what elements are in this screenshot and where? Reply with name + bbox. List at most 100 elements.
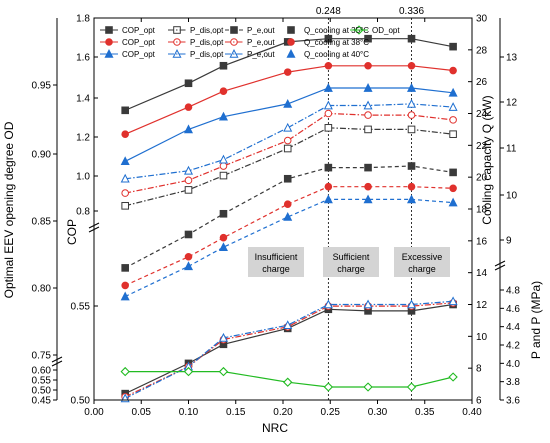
axis-break <box>494 260 506 271</box>
od-tick-label: 0.85 <box>32 217 52 228</box>
cooling-tick-label: 20 <box>476 173 488 184</box>
legend-label: P_dis,opt <box>190 26 224 35</box>
legend-label: COP_opt <box>122 26 156 35</box>
data-point-cop40 <box>448 87 458 97</box>
data-point-cop35 <box>121 106 129 115</box>
cooling-tick-label: 30 <box>476 14 488 25</box>
cooling-tick-label: 12 <box>476 300 488 311</box>
x-tick-label: 0.10 <box>179 407 199 418</box>
data-point-pdis40 <box>183 165 194 175</box>
x-tick-label: 0.40 <box>462 407 482 418</box>
legend-marker <box>286 49 296 58</box>
data-point-od <box>448 372 458 382</box>
data-point-cop35 <box>364 34 372 43</box>
data-point-pe40 <box>120 291 130 301</box>
data-point-pdis35 <box>121 202 129 210</box>
x-tick-label: 0.05 <box>132 407 152 418</box>
data-point-pe38 <box>324 182 333 191</box>
data-point-cop38 <box>324 61 333 70</box>
data-point-pe40 <box>448 197 458 207</box>
cop-tick-label: 1.0 <box>76 172 90 183</box>
data-point-pe40 <box>283 211 293 221</box>
series-line-cop38 <box>124 65 454 135</box>
x-axis-title: NRC <box>262 421 288 435</box>
data-point-pdis40 <box>363 100 373 110</box>
od-tick-label: 0.90 <box>32 150 52 161</box>
data-point-cop40 <box>120 156 130 166</box>
data-point-pdis40 <box>120 173 130 183</box>
pressure-tick-label: 4.0 <box>506 359 520 370</box>
vertical-marker-label: 0.248 <box>316 6 341 17</box>
legend-label: COP_opt <box>122 50 156 59</box>
data-point-pe40 <box>363 194 373 204</box>
legend-label: Q_cooling at 38°C <box>304 38 369 47</box>
vertical-marker-label: 0.336 <box>399 6 424 17</box>
data-point-pe38 <box>121 281 129 290</box>
pressure-tick-label: 4.6 <box>506 304 520 315</box>
data-point-pe40 <box>218 242 228 251</box>
data-point-pe35 <box>364 163 372 172</box>
data-point-pe38 <box>184 252 193 261</box>
x-tick-label: 0.15 <box>226 407 246 418</box>
cooling-tick-label: 26 <box>476 77 488 88</box>
data-point-pe35 <box>449 168 457 177</box>
pressure-tick-label: 4.2 <box>506 341 520 352</box>
pressure-tick-label: 12 <box>506 98 518 109</box>
od-tick-label: 0.45 <box>32 396 52 407</box>
pressure-tick-label: 4.4 <box>506 322 520 333</box>
data-point-pdis35 <box>283 144 292 153</box>
legend-label: OD_opt <box>372 26 400 35</box>
pressure-tick-label: 3.6 <box>506 396 520 407</box>
od-tick-label: 0.80 <box>32 284 52 295</box>
region-label: charge <box>262 264 290 274</box>
cop-tick-label: 1.2 <box>76 133 90 144</box>
legend-label: COP_opt <box>122 38 156 47</box>
cooling-axis-title: Cooling capacity Q (kW) <box>480 95 494 224</box>
data-point-cop40 <box>407 83 417 92</box>
data-point-cop40 <box>218 111 228 121</box>
pressure-tick-label: 10 <box>506 191 518 202</box>
series-line-pe38 <box>124 186 454 286</box>
data-point-pdis35 <box>219 171 228 180</box>
data-point-cop38 <box>219 87 228 96</box>
legend-marker <box>287 26 295 34</box>
data-point-q40 <box>218 332 228 342</box>
cop-tick-label: 0.50 <box>71 396 91 407</box>
data-point-pe35 <box>283 174 292 183</box>
data-point-pdis38 <box>449 116 457 124</box>
data-point-pdis40 <box>323 100 333 110</box>
axis-break <box>88 222 100 233</box>
pressure-tick-label: 4.8 <box>506 286 520 297</box>
data-point-cop38 <box>364 61 372 70</box>
data-point-cop35 <box>184 79 193 88</box>
series-line-od <box>125 371 454 388</box>
series-line-cop35 <box>124 38 454 111</box>
cop-axis-title: COP <box>65 219 79 245</box>
data-point-pdis38 <box>364 111 372 119</box>
data-point-q40 <box>323 299 333 309</box>
series-line-pdis38 <box>125 112 454 194</box>
x-tick-label: 0.30 <box>368 407 388 418</box>
od-tick-label: 0.60 <box>32 366 52 377</box>
data-point-pe38 <box>407 182 416 191</box>
od-tick-label: 0.95 <box>32 81 52 92</box>
data-point-pdis35 <box>364 125 372 134</box>
data-point-cop35 <box>407 34 416 43</box>
series-line-pdis40 <box>125 103 454 180</box>
data-point-pe40 <box>183 261 194 271</box>
od-tick-label: 0.50 <box>32 386 52 397</box>
series-line-pdis35 <box>125 127 454 207</box>
data-point-od <box>363 382 373 392</box>
pressure-tick-label: 13 <box>506 53 518 64</box>
region-label: Excessive <box>402 252 443 262</box>
series-line-pe40 <box>124 198 454 298</box>
series-line-cop40 <box>124 87 454 162</box>
data-point-pdis40 <box>448 102 458 111</box>
cooling-tick-label: 24 <box>476 109 488 120</box>
data-point-cop40 <box>363 83 373 92</box>
data-point-cop38 <box>121 130 129 138</box>
x-tick-label: 0.25 <box>321 407 341 418</box>
data-point-cop38 <box>407 61 416 70</box>
data-point-cop38 <box>449 66 457 75</box>
